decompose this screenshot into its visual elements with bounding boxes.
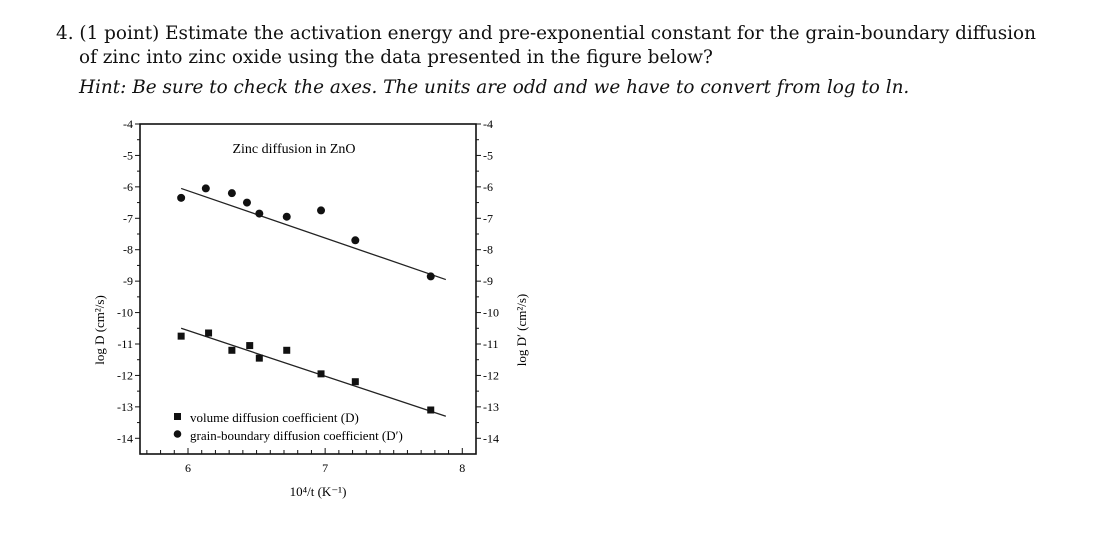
left-axis-tick-label: -13 [117, 400, 133, 414]
left-axis-tick-label: -7 [123, 211, 133, 225]
volume-fit-line [180, 327, 447, 417]
legend-circle-marker [173, 430, 182, 438]
legend-grain-boundary-label: grain-boundary diffusion coefficient (D′… [190, 428, 403, 443]
plot-border [139, 123, 477, 455]
right-axis-tick-label: -9 [483, 274, 493, 288]
right-axis-tick-label: -6 [483, 180, 493, 194]
left-axis-tick-label: -12 [117, 368, 133, 382]
grain-boundary-data-point [177, 193, 186, 202]
grain-boundary-data-point [255, 209, 264, 218]
legend: volume diffusion coefficient (D) grain-b… [173, 410, 403, 443]
left-axis-tick-label: -14 [117, 431, 133, 445]
right-axis-tick-label: -11 [483, 337, 499, 351]
right-axis-ticks: -4 -5 -6 -7 -8 -9 -10 -11 -12 -13 -14 [476, 117, 499, 445]
grain-boundary-data-point [351, 236, 360, 245]
right-axis-tick-label: -14 [483, 431, 499, 445]
question-number: 4. [56, 23, 74, 44]
diffusion-figure: -4 -5 -6 -7 -8 -9 -10 -11 -12 -13 -14 -4 -5 -6 -7 -8 -9… [80, 108, 550, 517]
volume-data-point [317, 370, 325, 378]
grain-boundary-fit-line [180, 187, 447, 281]
right-axis-tick-label: -10 [483, 306, 499, 320]
x-axis-ticks: 6 7 8 [146, 448, 465, 475]
legend-square-marker [174, 413, 181, 420]
x-axis-label: 10⁴/t (K⁻¹) [290, 484, 347, 499]
left-axis-tick-label: -5 [123, 148, 133, 162]
left-axis-tick-label: -4 [123, 117, 133, 131]
plot-frame [139, 123, 477, 455]
right-axis-tick-label: -5 [483, 148, 493, 162]
left-y-axis-label: log D (cm²/s) [92, 295, 107, 365]
left-axis-ticks: -4 -5 -6 -7 -8 -9 -10 -11 -12 -13 -14 [117, 117, 140, 445]
left-axis-tick-label: -6 [123, 180, 133, 194]
volume-data-point [177, 332, 185, 340]
question-text-1: Estimate the activation energy and pre-e… [165, 23, 1036, 44]
right-axis-tick-label: -7 [483, 211, 493, 225]
volume-data-point [228, 346, 236, 354]
legend-volume-label: volume diffusion coefficient (D) [190, 410, 359, 425]
grain-boundary-data-point [242, 198, 251, 207]
x-axis-tick-label: 8 [459, 461, 465, 475]
right-axis-tick-label: -8 [483, 243, 493, 257]
volume-data-point [283, 346, 291, 354]
x-axis-tick-label: 7 [322, 461, 328, 475]
volume-data-point [351, 378, 359, 386]
grain-boundary-data-point [227, 189, 236, 198]
x-axis-tick-label: 6 [185, 461, 191, 475]
volume-data-point [205, 329, 213, 337]
chart-title: Zinc diffusion in ZnO [232, 142, 355, 157]
data-points [177, 184, 435, 414]
diffusion-chart: -4 -5 -6 -7 -8 -9 -10 -11 -12 -13 -14 -4 -5 -6 -7 -8 -9… [92, 117, 529, 499]
grain-boundary-data-point [317, 206, 326, 215]
volume-data-point [427, 406, 435, 414]
right-axis-tick-label: -4 [483, 117, 493, 131]
grain-boundary-data-point [201, 184, 210, 193]
right-axis-tick-label: -12 [483, 368, 499, 382]
grain-boundary-data-point [426, 272, 435, 281]
left-axis-tick-label: -9 [123, 274, 133, 288]
right-axis-tick-label: -13 [483, 400, 499, 414]
left-axis-tick-label: -10 [117, 306, 133, 320]
question-line-1: 4. (1 point) Estimate the activation ene… [56, 22, 1036, 46]
left-axis-tick-label: -11 [117, 337, 133, 351]
grain-boundary-data-point [282, 212, 291, 221]
volume-data-point [255, 354, 263, 362]
right-y-axis-label: log D′ (cm²/s) [514, 294, 529, 366]
left-axis-tick-label: -8 [123, 243, 133, 257]
hint-text: Hint: Be sure to check the axes. The uni… [79, 77, 910, 98]
fit-lines [180, 187, 447, 417]
volume-data-point [246, 342, 254, 350]
question-line-2: of zinc into zinc oxide using the data p… [79, 47, 713, 68]
question-points: (1 point) [79, 23, 160, 44]
